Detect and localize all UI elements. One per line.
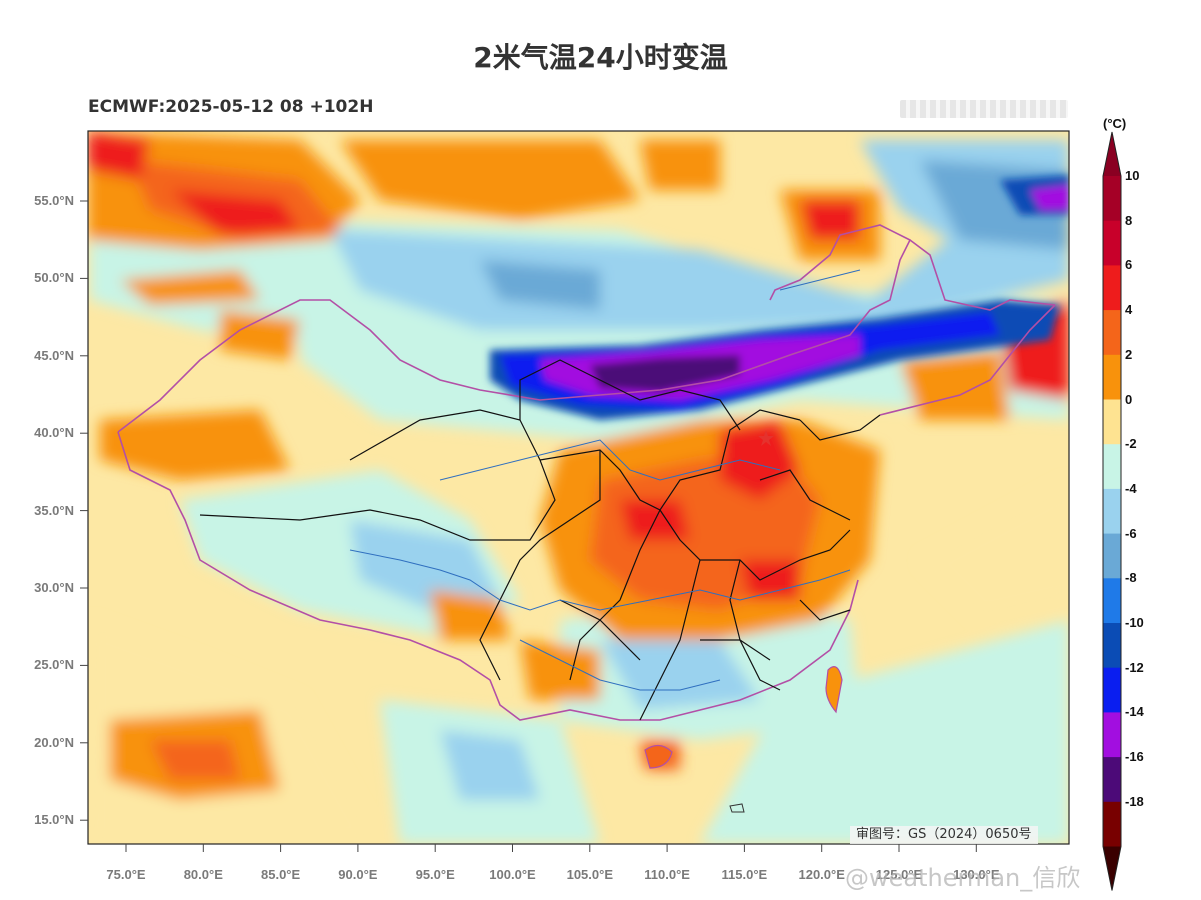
lat-tick-label: 25.0°N [34, 657, 74, 673]
lon-tick-label: 130.0°E [953, 867, 1000, 882]
colorbar-label: 10 [1125, 168, 1140, 183]
lon-tick-label: 120.0°E [798, 867, 845, 882]
lat-tick-label: 20.0°N [34, 734, 74, 750]
colorbar-label: -10 [1125, 615, 1144, 630]
colorbar-swatch [1103, 265, 1121, 311]
lon-tick-label: 90.0°E [338, 867, 378, 882]
colorbar-label: -6 [1125, 525, 1137, 541]
colorbar-label: 8 [1125, 212, 1133, 228]
colorbar-swatch [1103, 757, 1121, 803]
islands [644, 666, 843, 813]
lat-tick-label: 40.0°N [34, 425, 74, 441]
colorbar-label: -8 [1125, 570, 1137, 586]
colorbar-label: -18 [1125, 793, 1144, 809]
colorbar-label: -16 [1125, 749, 1144, 765]
colorbar-swatch [1103, 176, 1121, 222]
lon-tick-label: 115.0°E [721, 867, 768, 882]
lat-tick-label: 35.0°N [34, 502, 74, 518]
colorbar-swatch [1103, 399, 1121, 445]
colorbar-cap-top [1103, 132, 1121, 176]
axis-ticks [80, 200, 977, 852]
colorbar-label: -14 [1125, 704, 1144, 720]
lon-tick-label: 100.0°E [489, 867, 536, 882]
beijing-star-icon [758, 430, 774, 446]
colorbar-swatch [1103, 578, 1121, 624]
colorbar-swatch [1103, 712, 1121, 758]
colorbar-swatch [1103, 488, 1121, 535]
blurred-logo [900, 100, 1068, 118]
model-run-label: ECMWF:2025-05-12 08 +102H [88, 97, 374, 117]
colorbar-swatch [1103, 220, 1121, 266]
colorbar [1102, 131, 1122, 891]
temperature-field [88, 131, 1069, 844]
colorbar-swatch [1103, 623, 1121, 669]
colorbar-label: 6 [1125, 257, 1133, 273]
map-approval-number: 审图号：GS（2024）0650号 [850, 826, 1038, 844]
colorbar-swatch [1103, 444, 1121, 490]
colorbar-unit: (°C) [1103, 116, 1127, 131]
colorbar-outline [1102, 131, 1122, 891]
lat-tick-label: 50.0°N [34, 270, 74, 286]
watermark: @weatherman_信欣 [845, 864, 1081, 892]
national-boundary [117, 224, 1056, 721]
colorbar-swatch [1103, 310, 1121, 356]
colorbar-swatch [1103, 533, 1121, 579]
lat-tick-label: 15.0°N [34, 812, 74, 828]
colorbar-swatch [1103, 354, 1121, 400]
lon-tick-label: 95.0°E [415, 867, 455, 882]
province-boundaries [199, 359, 881, 721]
colorbar-label: 0 [1125, 391, 1133, 407]
colorbar-label: -4 [1125, 480, 1137, 496]
colorbar-label: 2 [1125, 346, 1133, 362]
lon-tick-label: 75.0°E [106, 867, 146, 882]
lon-tick-label: 80.0°E [183, 867, 223, 882]
colorbar-label: -12 [1125, 659, 1144, 675]
rivers [349, 269, 861, 691]
colorbar-label: -2 [1125, 436, 1137, 452]
lat-tick-label: 30.0°N [34, 580, 74, 595]
lat-tick-label: 55.0°N [34, 193, 74, 208]
colorbar-swatch [1103, 801, 1121, 847]
colorbar-cap-bottom [1103, 846, 1121, 891]
lat-tick-label: 45.0°N [34, 347, 74, 363]
colorbar-swatch [1103, 667, 1121, 713]
lon-tick-label: 105.0°E [566, 867, 613, 882]
map-frame [87, 130, 1070, 845]
map-title: 2米气温24小时变温 [473, 41, 728, 74]
lon-tick-label: 125.0°E [875, 867, 923, 882]
lon-tick-label: 110.0°E [644, 867, 690, 882]
lon-tick-label: 85.0°E [261, 867, 301, 882]
colorbar-label: 4 [1125, 302, 1133, 318]
